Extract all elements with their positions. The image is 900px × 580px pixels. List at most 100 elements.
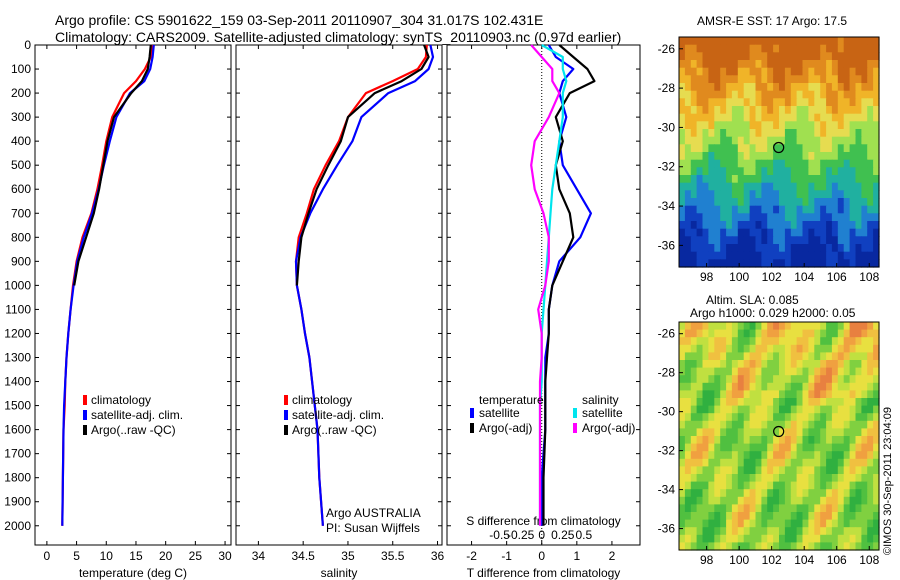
map-cell <box>696 496 704 505</box>
legend-swatch <box>470 408 474 418</box>
map-cell <box>761 236 768 245</box>
map-cell <box>843 159 851 168</box>
map-cell <box>679 337 686 346</box>
map-cell <box>790 382 798 391</box>
map-cell <box>684 420 692 429</box>
map-cell <box>855 367 862 376</box>
map-cell <box>867 367 874 376</box>
map-cell <box>696 106 704 115</box>
map-cell <box>796 121 804 130</box>
map-cell <box>731 458 739 467</box>
sla-map-title-2: Argo h1000: 0.029 h2000: 0.05 <box>690 306 856 320</box>
map-cell <box>779 129 786 138</box>
map-cell <box>696 344 704 353</box>
map-cell <box>820 121 827 130</box>
map-cell <box>826 496 833 505</box>
map-cell <box>790 152 798 161</box>
map-cell <box>867 152 874 161</box>
map-cell <box>837 398 845 407</box>
map-cell <box>761 121 768 130</box>
map-cell <box>684 67 692 76</box>
map-cell <box>773 205 780 214</box>
map-cell <box>826 121 833 130</box>
map-cell <box>684 152 692 161</box>
map-cell <box>720 182 727 191</box>
map-cell <box>690 352 698 361</box>
map-cell <box>831 190 839 199</box>
map-cell <box>684 129 692 138</box>
map-cell <box>737 221 745 230</box>
map-cell <box>837 322 845 331</box>
map-cell <box>808 466 815 475</box>
map-cell <box>702 121 709 130</box>
map-cell <box>720 190 727 199</box>
map-cell <box>684 159 692 168</box>
map-cell <box>679 489 686 498</box>
map-cell <box>814 228 821 237</box>
map-cell <box>767 519 774 528</box>
map-cell <box>749 512 757 521</box>
map-cell <box>849 75 857 84</box>
map-cell <box>731 534 739 543</box>
map-cell <box>702 67 709 76</box>
map-cell <box>684 228 692 237</box>
map-cell <box>696 113 704 122</box>
map-cell <box>720 205 727 214</box>
map-cell <box>826 451 833 460</box>
map-cell <box>743 512 751 521</box>
map-cell <box>861 466 868 475</box>
map-cell <box>802 360 809 369</box>
map-cell <box>802 496 809 505</box>
map-cell <box>873 329 880 338</box>
map-cell <box>826 75 833 84</box>
map-cell <box>831 458 839 467</box>
map-cell <box>690 405 698 414</box>
map-cell <box>726 542 733 551</box>
map-cell <box>773 352 780 361</box>
map-cell <box>690 337 698 346</box>
map-cell <box>702 420 709 429</box>
map-cell <box>867 496 874 505</box>
map-cell <box>714 167 721 176</box>
map-cell <box>826 474 833 483</box>
map-cell <box>808 489 815 498</box>
map-cell <box>831 390 839 399</box>
map-cell <box>784 344 792 353</box>
map-cell <box>684 213 692 222</box>
map-cell <box>814 221 821 230</box>
map-cell <box>790 259 798 268</box>
map-cell <box>708 474 715 483</box>
map-cell <box>826 152 833 161</box>
map-cell <box>773 337 780 346</box>
map-cell <box>826 534 833 543</box>
map-cell <box>779 329 786 338</box>
map-cell <box>702 75 709 84</box>
map-cell <box>773 405 780 414</box>
map-cell <box>820 136 827 145</box>
map-cell <box>814 152 821 161</box>
map-cell <box>779 44 786 53</box>
map-cell <box>679 382 686 391</box>
map-cell <box>761 474 768 483</box>
map-cell <box>867 481 874 490</box>
map-cell <box>808 205 815 214</box>
map-cell <box>873 37 880 46</box>
map-cell <box>784 322 792 331</box>
map-cell <box>684 322 692 331</box>
map-cell <box>855 251 862 260</box>
map-cell <box>826 67 833 76</box>
map-cell <box>837 451 845 460</box>
map-cell <box>702 182 709 191</box>
map-cell <box>731 489 739 498</box>
map-cell <box>749 504 757 513</box>
map-cell <box>720 481 727 490</box>
map-cell <box>814 113 821 122</box>
map-cell <box>849 375 857 384</box>
map-cell <box>861 420 868 429</box>
map-cell <box>726 352 733 361</box>
map-cell <box>749 352 757 361</box>
map-cell <box>714 182 721 191</box>
map-cell <box>826 129 833 138</box>
map-cell <box>773 144 780 153</box>
map-cell <box>779 190 786 199</box>
